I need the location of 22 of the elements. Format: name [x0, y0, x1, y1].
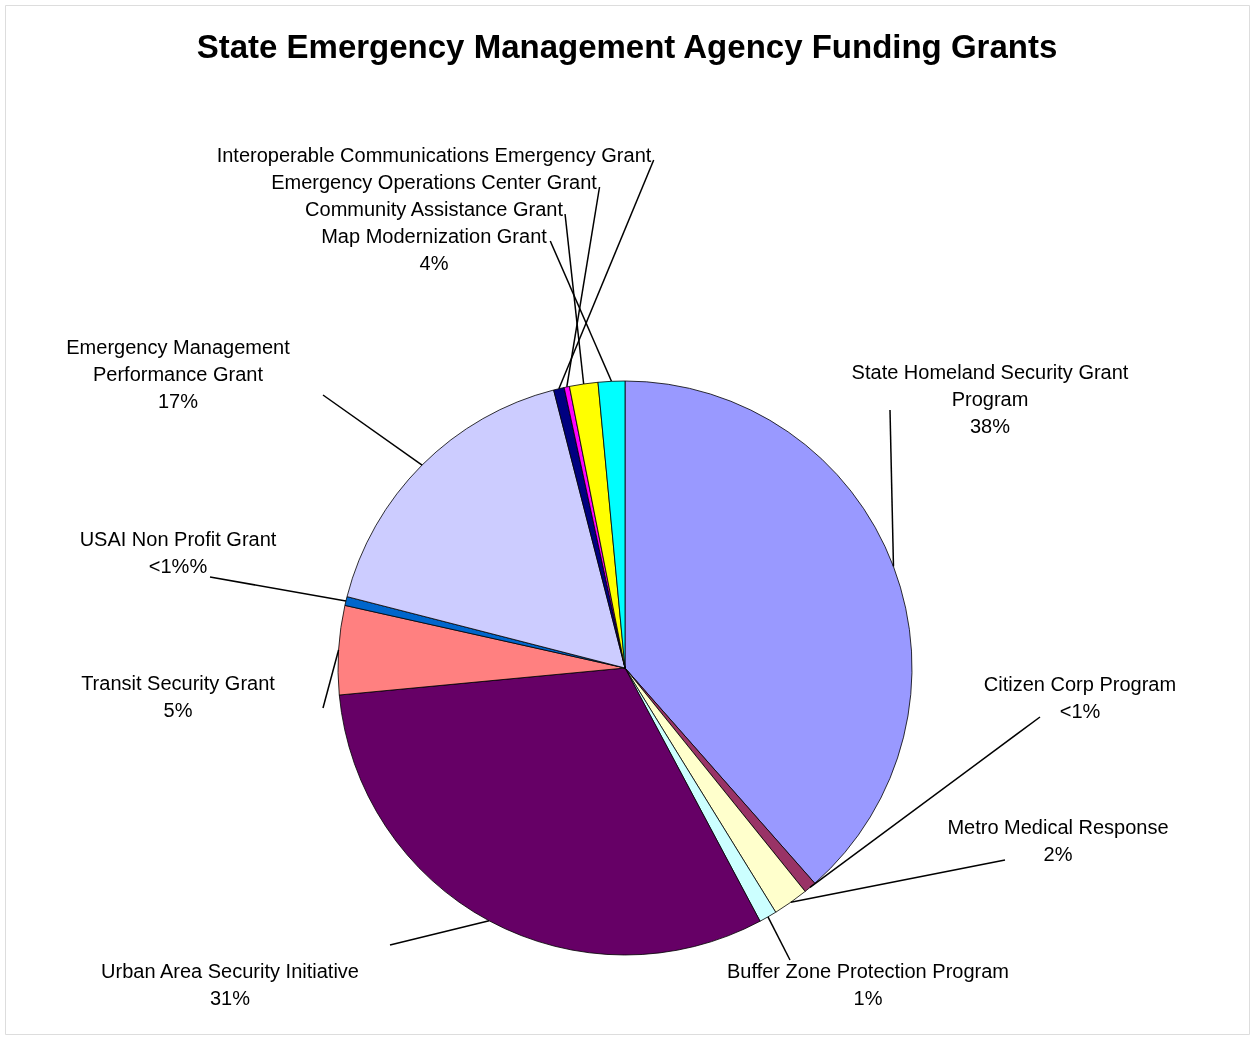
slice-label: Emergency Operations Center Grant — [271, 171, 598, 193]
slice-label: Buffer Zone Protection Program — [727, 960, 1009, 982]
slice-label: Citizen Corp Program — [983, 673, 1177, 695]
chart-title: State Emergency Management Agency Funding Grants — [196, 28, 1058, 65]
slice-label: Community Assistance Grant — [305, 198, 564, 220]
text: 4% — [419, 252, 449, 274]
slice-label: Urban Area Security Initiative — [101, 960, 359, 982]
data-label: 17% — [157, 390, 199, 412]
data-label: <1% — [1059, 700, 1101, 722]
slice-label: Transit Security Grant — [81, 672, 276, 694]
slice-label: Emergency Management Performance Grant — [66, 336, 291, 385]
slice-label: Metro Medical Response — [947, 816, 1169, 838]
data-label: 5% — [163, 699, 193, 721]
data-label: 38% — [969, 415, 1011, 437]
data-label: 2% — [1043, 843, 1073, 865]
slice-label: Map Modernization Grant — [321, 225, 548, 247]
slice-label: State Homeland Security Grant Program — [851, 361, 1129, 410]
data-label: 1% — [853, 987, 883, 1009]
data-label: 31% — [209, 987, 251, 1009]
slice-label: USAI Non Profit Grant — [79, 528, 277, 550]
slice-label: Interoperable Communications Emergency Grant — [216, 144, 652, 166]
data-label: <1%% — [148, 555, 208, 577]
